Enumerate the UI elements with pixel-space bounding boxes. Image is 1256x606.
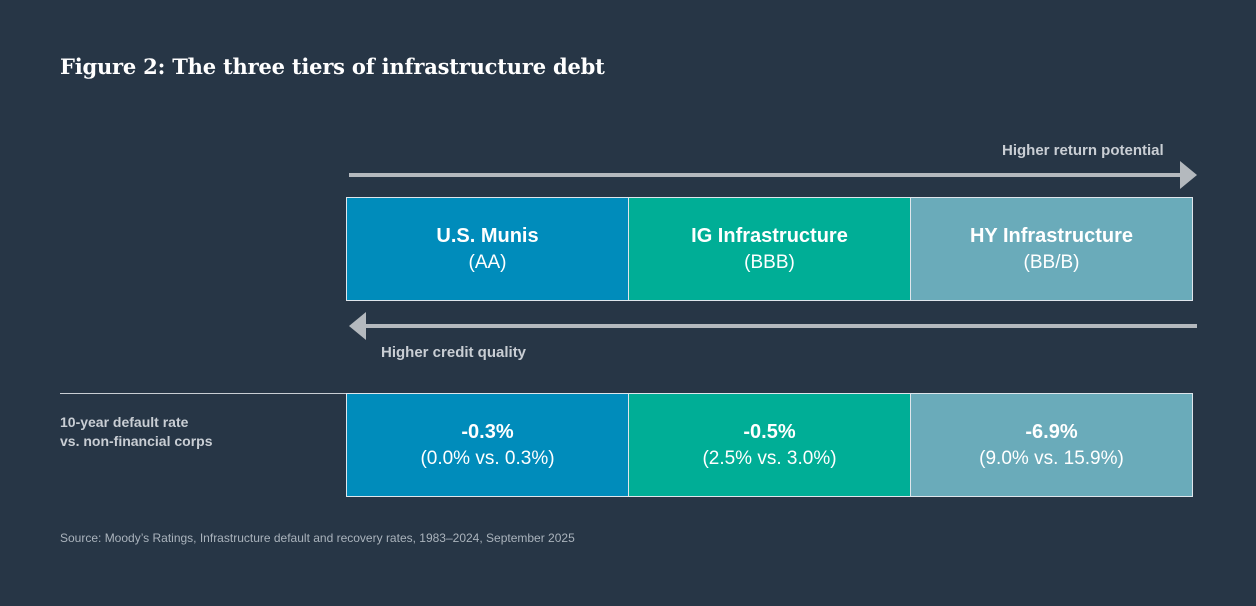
default-rate-value: -6.9% — [1025, 421, 1078, 443]
tier-name: HY Infrastructure — [969, 225, 1133, 247]
tier-ig-infrastructure: IG Infrastructure (BBB) — [629, 197, 911, 301]
tier-name: IG Infrastructure — [691, 225, 848, 247]
default-rate-label-line2: vs. non-financial corps — [60, 433, 213, 449]
default-rate-label: 10-year default rate vs. non-financial c… — [60, 413, 212, 451]
default-rate-value: -0.5% — [743, 421, 796, 443]
credit-arrow — [349, 312, 1197, 340]
tier-us-munis: U.S. Munis (AA) — [346, 197, 629, 301]
default-rate-row: -0.3% (0.0% vs. 0.3%) -0.5% (2.5% vs. 3.… — [346, 393, 1193, 497]
figure-title: Figure 2: The three tiers of infrastruct… — [60, 54, 605, 79]
default-rate-us-munis: -0.3% (0.0% vs. 0.3%) — [346, 393, 629, 497]
default-rate-label-line1: 10-year default rate — [60, 414, 189, 430]
default-rate-hy-infrastructure: -6.9% (9.0% vs. 15.9%) — [911, 393, 1193, 497]
default-rate-detail: (2.5% vs. 3.0%) — [702, 448, 837, 469]
return-arrow-label: Higher return potential — [1002, 142, 1164, 159]
return-arrow — [349, 161, 1197, 189]
credit-arrow-label: Higher credit quality — [381, 344, 527, 361]
tier-hy-infrastructure: HY Infrastructure (BB/B) — [911, 197, 1193, 301]
source-note: Source: Moody’s Ratings, Infrastructure … — [60, 531, 575, 545]
tier-row: U.S. Munis (AA) IG Infrastructure (BBB) … — [346, 197, 1193, 301]
default-rate-ig-infrastructure: -0.5% (2.5% vs. 3.0%) — [629, 393, 911, 497]
tier-rating: (BBB) — [744, 252, 795, 273]
tier-rating: (BB/B) — [1023, 252, 1080, 273]
tier-rating: (AA) — [468, 252, 507, 273]
row-divider — [60, 393, 346, 394]
default-rate-value: -0.3% — [461, 421, 514, 443]
default-rate-detail: (0.0% vs. 0.3%) — [420, 448, 555, 469]
tier-name: U.S. Munis — [436, 225, 539, 247]
default-rate-detail: (9.0% vs. 15.9%) — [979, 448, 1124, 469]
